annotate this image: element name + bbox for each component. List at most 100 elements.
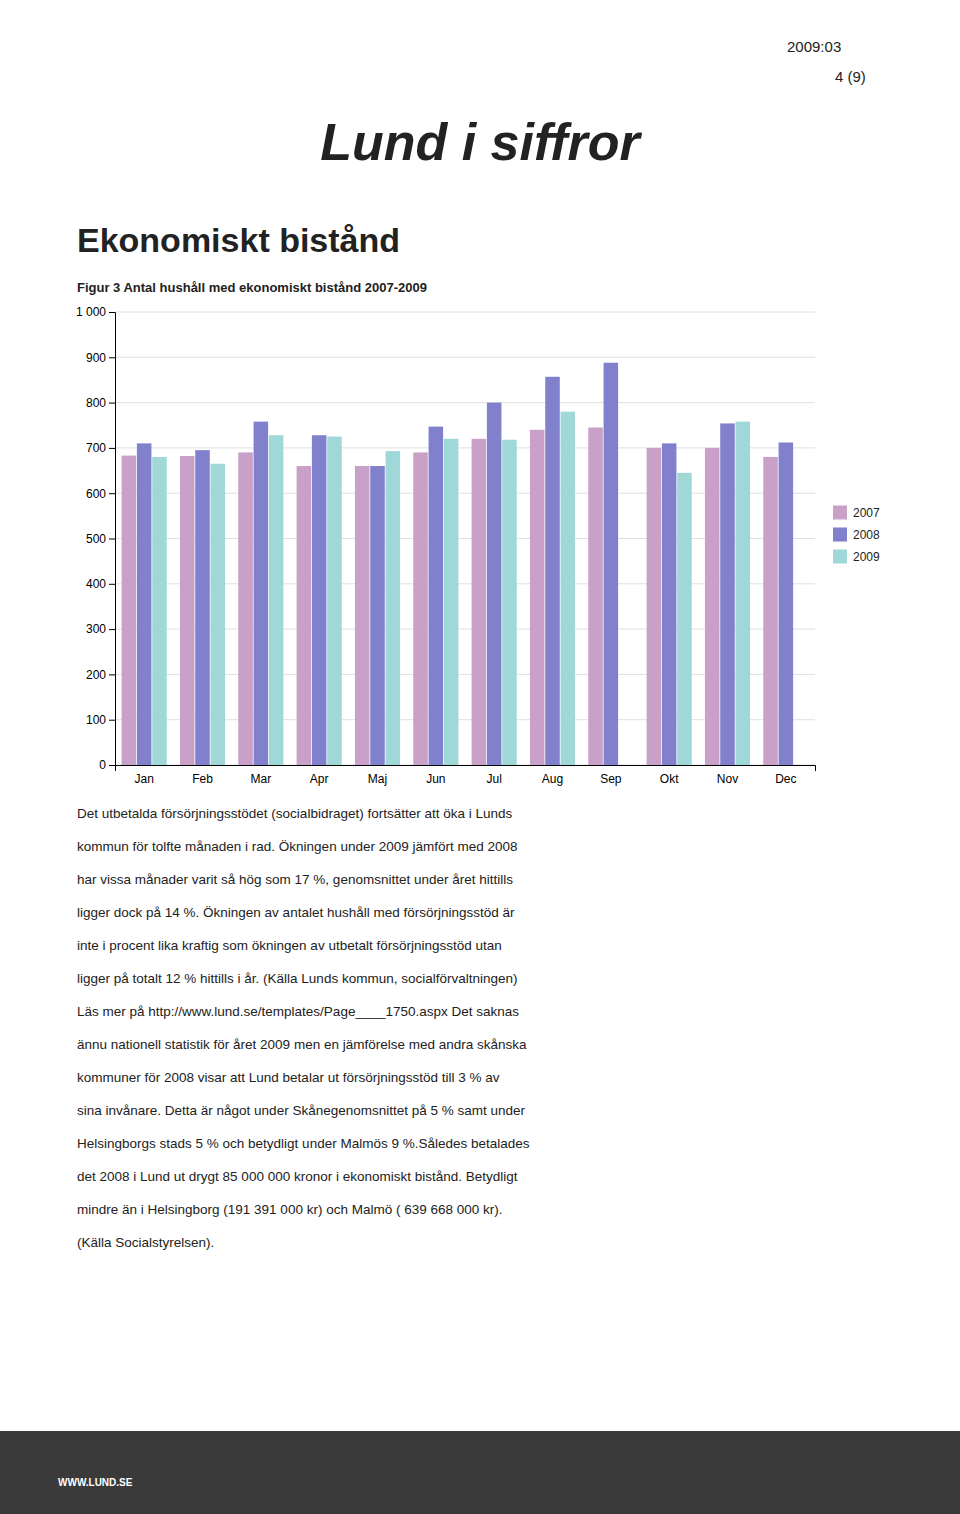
legend-swatch — [833, 528, 847, 542]
bar — [327, 437, 342, 765]
bar — [429, 427, 444, 765]
bar — [530, 430, 545, 765]
x-tick: Jul — [486, 772, 501, 786]
y-tick: 100 — [86, 713, 115, 727]
x-tick-label: Jul — [486, 772, 501, 786]
x-axis: Jan Feb Mar Apr Maj Jun Jul Aug Sep Okt Nov Dec — [116, 766, 816, 786]
y-axis-line — [109, 313, 116, 766]
body-line: ännu nationell statistik för året 2009 m… — [77, 1037, 527, 1052]
body-line: Läs mer på http://www.lund.se/templates/… — [77, 1004, 519, 1019]
y-tick-label: 500 — [86, 532, 106, 546]
y-tick-label: 600 — [86, 487, 106, 501]
y-tick-mark — [109, 674, 115, 675]
chart: 01002003004005006007008009001 000JanFebM… — [76, 305, 880, 785]
bar — [180, 456, 195, 765]
bar — [238, 452, 253, 765]
grid — [115, 312, 815, 765]
body-line: inte i procent lika kraftig som ökningen… — [77, 938, 502, 953]
x-tick: Jan — [134, 772, 153, 786]
y-tick-label: 100 — [86, 713, 106, 727]
y-tick: 700 — [86, 441, 115, 455]
legend-label: 2009 — [853, 550, 880, 564]
y-tick-label: 800 — [86, 396, 106, 410]
x-tick-label: Apr — [310, 772, 329, 786]
bar — [545, 377, 560, 765]
y-tick-mark — [109, 448, 115, 449]
x-tick-label: Jun — [426, 772, 445, 786]
bar — [561, 412, 576, 765]
x-tick: Nov — [717, 772, 738, 786]
legend-item: 2007 — [833, 506, 880, 521]
y-tick-mark — [109, 312, 115, 313]
y-tick: 1 000 — [76, 305, 115, 319]
y-axis: 01002003004005006007008009001 000 — [76, 305, 116, 772]
y-tick-label: 400 — [86, 577, 106, 591]
x-tick: Aug — [542, 772, 563, 786]
bar — [779, 442, 794, 765]
x-tick-label: Nov — [717, 772, 738, 786]
legend-swatch — [833, 506, 847, 520]
footer: WWW.LUND.SE — [0, 1431, 960, 1514]
x-tick: Apr — [310, 772, 329, 786]
body-text: Det utbetalda försörjningsstödet (social… — [77, 806, 530, 1250]
bar — [677, 473, 692, 765]
bars — [122, 363, 794, 765]
bar-series — [137, 363, 793, 765]
y-tick: 300 — [86, 622, 115, 636]
y-tick: 900 — [86, 351, 115, 365]
bar — [386, 451, 401, 765]
bar — [588, 428, 603, 765]
bar — [763, 457, 778, 765]
x-tick: Maj — [368, 772, 387, 786]
bar — [444, 439, 459, 765]
bar — [647, 448, 662, 765]
body-line: (Källa Socialstyrelsen). — [77, 1235, 214, 1250]
x-tick-label: Aug — [542, 772, 563, 786]
footer-text: WWW.LUND.SE — [58, 1477, 133, 1488]
body-line: har vissa månader varit så hög som 17 %,… — [77, 872, 513, 887]
bar — [269, 435, 284, 765]
bar — [413, 452, 428, 765]
bar-series — [122, 428, 778, 765]
body-line: Helsingborgs stads 5 % och betydligt und… — [77, 1136, 530, 1151]
x-tick: Sep — [600, 772, 622, 786]
bar — [152, 457, 167, 765]
y-tick-label: 200 — [86, 668, 106, 682]
legend-item: 2008 — [833, 528, 880, 543]
y-tick-mark — [109, 539, 115, 540]
y-tick-mark — [109, 493, 115, 494]
bar — [604, 363, 619, 765]
body-line: ligger på totalt 12 % hittills i år. (Kä… — [77, 971, 517, 986]
x-axis-line — [116, 766, 816, 772]
x-tick: Dec — [775, 772, 796, 786]
body-line: ligger dock på 14 %. Ökningen av antalet… — [77, 905, 515, 920]
bar — [370, 466, 385, 765]
bar — [487, 403, 502, 765]
y-tick-mark — [109, 403, 115, 404]
x-tick: Mar — [250, 772, 271, 786]
bar — [736, 422, 751, 765]
page-number: 4 (9) — [835, 68, 866, 85]
x-tick-label: Jan — [134, 772, 153, 786]
bar — [137, 443, 152, 765]
bar — [720, 423, 735, 765]
y-tick-mark — [109, 584, 115, 585]
bar — [211, 464, 226, 765]
x-tick: Jun — [426, 772, 445, 786]
page-info: 2009:03 — [787, 38, 841, 55]
bar — [297, 466, 312, 765]
bar — [705, 448, 720, 765]
legend-label: 2008 — [853, 528, 880, 542]
x-tick: Okt — [660, 772, 679, 786]
bar — [254, 422, 269, 765]
x-tick: Feb — [192, 772, 213, 786]
y-tick-label: 300 — [86, 622, 106, 636]
bar — [312, 435, 327, 765]
x-tick-label: Feb — [192, 772, 213, 786]
y-tick-mark — [109, 720, 115, 721]
bar-series — [152, 412, 750, 765]
legend-label: 2007 — [853, 506, 880, 520]
body-line: kommun för tolfte månaden i rad. Ökninge… — [77, 839, 518, 854]
x-tick-label: Sep — [600, 772, 622, 786]
x-tick-label: Okt — [660, 772, 679, 786]
